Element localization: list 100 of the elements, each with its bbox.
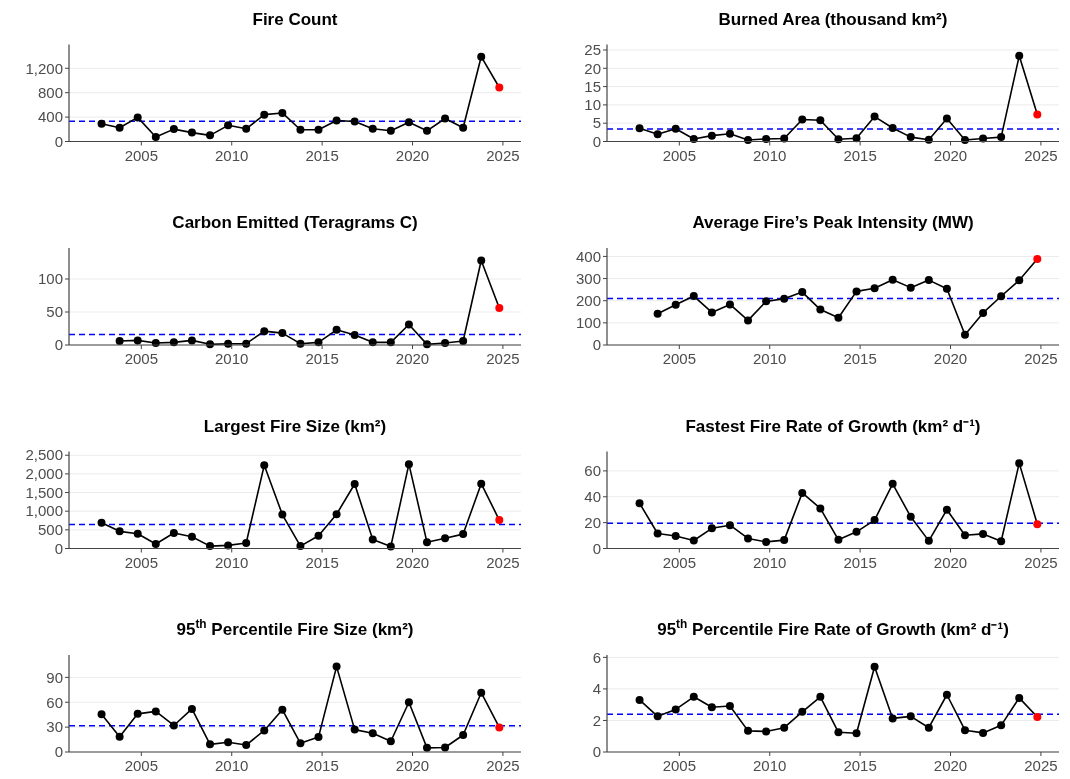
point: [852, 287, 861, 296]
point: [979, 134, 988, 143]
x-tick-label: 2025: [1024, 146, 1058, 164]
x-tick-label: 2025: [486, 757, 520, 774]
point: [979, 308, 988, 317]
x-tick-label: 2020: [933, 553, 968, 571]
point: [653, 309, 662, 318]
point: [187, 336, 196, 345]
point: [350, 480, 359, 489]
point: [386, 126, 395, 135]
y-tick-label: 0: [592, 132, 601, 150]
point: [224, 738, 233, 747]
point: [942, 690, 951, 699]
x-tick-label: 2020: [395, 757, 430, 774]
y-tick-label: 2,000: [25, 465, 63, 483]
point: [870, 284, 879, 293]
y-tick-label: 400: [575, 247, 601, 265]
point: [671, 705, 680, 714]
x-tick-label: 2020: [395, 146, 430, 164]
point: [888, 123, 897, 132]
y-tick-label: 1,000: [25, 502, 63, 520]
y-tick-label: 200: [575, 291, 601, 309]
x-tick-label: 2020: [395, 553, 430, 571]
point: [906, 283, 915, 292]
point: [495, 83, 504, 92]
point: [368, 729, 377, 738]
point: [744, 316, 753, 325]
point: [242, 539, 251, 548]
y-tick-label: 0: [592, 743, 601, 761]
point: [671, 300, 680, 309]
point: [404, 118, 413, 127]
point: [206, 131, 215, 140]
point: [1015, 276, 1024, 285]
point: [169, 529, 178, 538]
point: [459, 123, 468, 132]
point: [816, 116, 825, 125]
x-tick-label: 2025: [486, 553, 520, 571]
point: [635, 124, 644, 133]
chart-title: Fastest Fire Rate of Growth (km² d⁻¹): [685, 416, 981, 436]
point: [242, 741, 251, 750]
point: [924, 276, 933, 285]
point: [942, 505, 951, 514]
point: [834, 313, 843, 322]
point: [689, 536, 698, 545]
point: [906, 512, 915, 521]
point: [870, 112, 879, 121]
point: [115, 123, 124, 132]
point: [422, 538, 431, 547]
point: [422, 126, 431, 135]
point: [260, 726, 269, 735]
y-tick-label: 60: [46, 693, 63, 711]
y-tick-label: 20: [584, 513, 601, 531]
x-tick-label: 2020: [933, 146, 968, 164]
point: [870, 516, 879, 525]
point: [960, 330, 969, 339]
chart-title: 95$^{th}$ Percentile Fire Size (km²): [176, 617, 414, 639]
chart-title: Average Fire’s Peak Intensity (MW): [692, 213, 974, 232]
y-tick-label: 30: [46, 718, 63, 736]
point: [816, 692, 825, 701]
point: [1033, 255, 1042, 264]
point: [97, 119, 106, 128]
point: [997, 721, 1006, 730]
point: [296, 542, 305, 551]
x-tick-label: 2025: [1024, 350, 1058, 367]
point: [707, 308, 716, 317]
point: [671, 124, 680, 133]
y-tick-label: 0: [54, 336, 63, 354]
point: [314, 531, 323, 540]
y-tick-label: 6: [592, 648, 601, 666]
y-tick-label: 500: [37, 521, 63, 539]
x-tick-label: 2010: [215, 757, 249, 774]
y-tick-label: 300: [575, 269, 601, 287]
chart-title: Burned Area (thousand km²): [718, 9, 948, 29]
y-tick-label: 60: [584, 462, 601, 480]
point: [151, 133, 160, 142]
point: [979, 728, 988, 737]
point: [707, 131, 716, 140]
y-tick-label: 0: [54, 743, 63, 761]
point: [960, 726, 969, 735]
point: [1033, 520, 1042, 529]
point: [224, 541, 233, 550]
x-tick-label: 2025: [1024, 553, 1058, 571]
point: [780, 134, 789, 143]
point: [725, 129, 734, 138]
chart-title: 95$^{th}$ Percentile Fire Rate of Growth (km² d⁻¹): [657, 617, 1009, 639]
point: [133, 709, 142, 718]
point: [459, 731, 468, 739]
x-tick-label: 2015: [305, 757, 339, 774]
point: [707, 703, 716, 712]
point: [350, 117, 359, 126]
chart-title: Carbon Emitted (Teragrams C): [172, 213, 418, 232]
x-tick-label: 2005: [662, 553, 697, 571]
point: [441, 114, 450, 123]
point: [187, 532, 196, 541]
point: [997, 133, 1006, 142]
point: [1033, 712, 1042, 721]
point: [1033, 110, 1042, 119]
point: [422, 743, 431, 752]
point: [725, 701, 734, 710]
point: [278, 108, 287, 117]
